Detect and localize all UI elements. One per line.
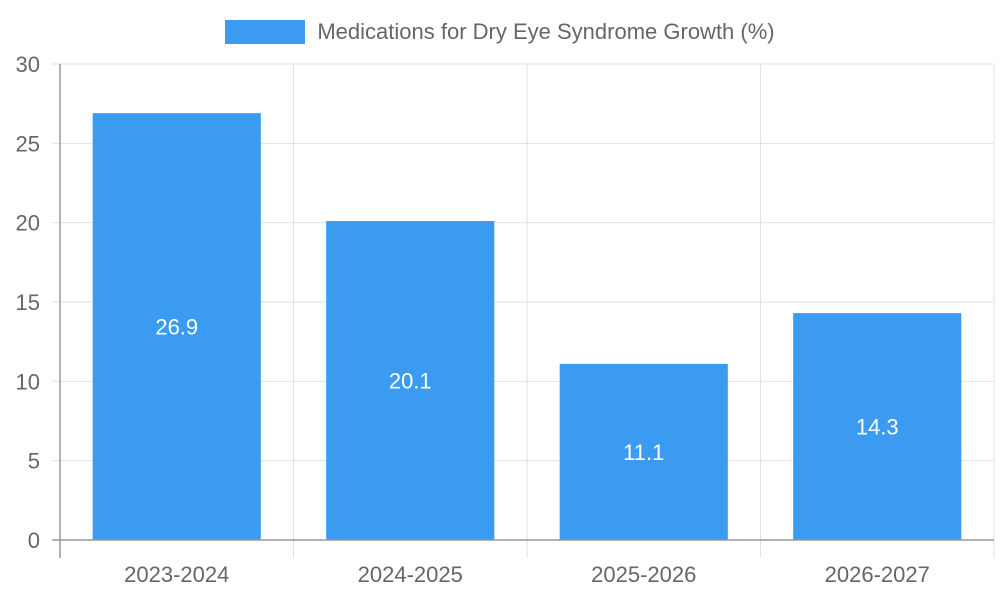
legend-label: Medications for Dry Eye Syndrome Growth … (317, 19, 775, 44)
legend-swatch (225, 20, 306, 44)
bar[interactable] (326, 221, 495, 540)
bar-value-label: 11.1 (623, 440, 664, 465)
bar[interactable] (559, 363, 728, 540)
x-tick-label: 2026-2027 (825, 562, 930, 587)
x-tick-label: 2024-2025 (358, 562, 463, 587)
x-tick-labels: 2023-2024 2024-2025 2025-2026 2026-2027 (124, 562, 930, 587)
bar-value-label: 14.3 (856, 415, 899, 440)
y-tick-label: 30 (16, 52, 40, 77)
data-labels: 26.9 20.1 11.1 14.3 (155, 315, 898, 465)
y-tick-label: 15 (16, 290, 40, 315)
y-tick-label: 5 (28, 449, 40, 474)
y-tick-label: 25 (16, 131, 40, 156)
y-tick-label: 20 (16, 211, 40, 236)
bar-value-label: 20.1 (389, 369, 432, 394)
bar[interactable] (92, 113, 261, 540)
y-tick-labels: 0 5 10 15 20 25 30 (16, 52, 40, 553)
legend[interactable]: Medications for Dry Eye Syndrome Growth … (0, 14, 1000, 50)
x-tick-label: 2023-2024 (124, 562, 229, 587)
bars (92, 113, 962, 540)
y-tick-label: 10 (16, 369, 40, 394)
x-tick-label: 2025-2026 (591, 562, 696, 587)
bar-value-label: 26.9 (155, 315, 198, 340)
y-tick-label: 0 (28, 528, 40, 553)
axes (52, 63, 995, 558)
bar[interactable] (793, 313, 962, 540)
